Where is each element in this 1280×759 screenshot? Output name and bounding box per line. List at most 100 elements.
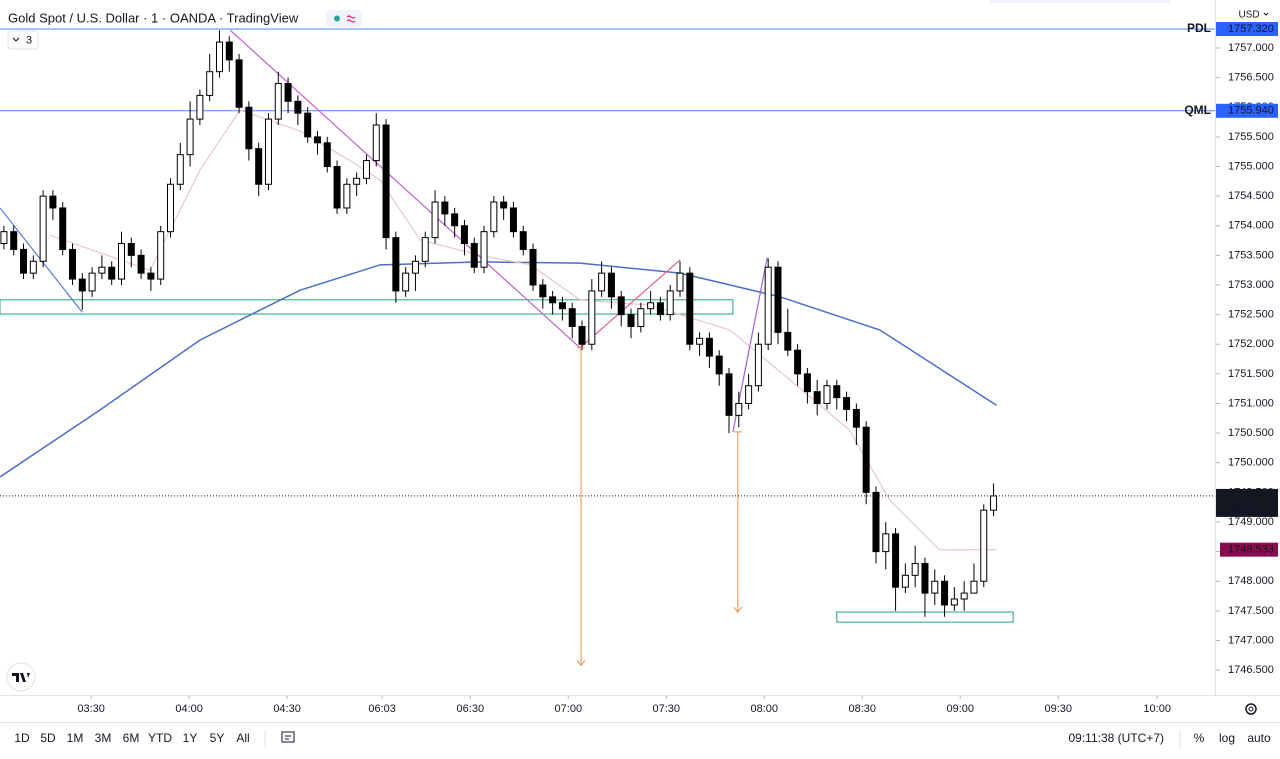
candle-body	[294, 100, 302, 114]
candle-body	[578, 325, 586, 345]
candle-body	[441, 201, 449, 215]
candle-body	[862, 426, 870, 493]
candle-body	[509, 207, 517, 233]
bar-countdown: 00:22	[1228, 503, 1256, 515]
x-tick-label: 10:00	[1143, 703, 1171, 715]
candle-body	[313, 136, 321, 144]
candle-body	[950, 598, 958, 606]
level-price-label: 1757.320	[1228, 23, 1274, 35]
candle-body	[255, 148, 263, 185]
candle-body	[598, 272, 606, 292]
y-tick-label: 1756.500	[1228, 72, 1274, 84]
candle-body	[696, 337, 704, 345]
scale-option[interactable]: %	[1194, 731, 1205, 745]
currency-chevron	[1263, 12, 1269, 16]
candle-body	[676, 272, 684, 292]
candle-body	[647, 302, 655, 310]
trendline	[579, 259, 681, 349]
range-button[interactable]: 1Y	[183, 731, 198, 745]
candle-body	[392, 237, 400, 292]
y-tick-label: 1755.000	[1228, 160, 1274, 172]
candle-body	[872, 491, 880, 553]
range-button[interactable]: 5D	[40, 731, 56, 745]
y-tick-label: 1750.000	[1228, 457, 1274, 469]
candle-body	[451, 213, 459, 227]
panel-edge	[990, 0, 1170, 3]
candle-body	[206, 71, 214, 96]
x-tick-label: 07:00	[555, 703, 583, 715]
candle-body	[921, 562, 929, 594]
candle-body	[372, 124, 380, 162]
x-tick-label: 04:00	[175, 703, 203, 715]
compare-icon[interactable]	[281, 731, 295, 743]
y-tick-label: 1751.000	[1228, 397, 1274, 409]
settings-icon[interactable]	[1245, 703, 1257, 715]
candle-body	[833, 385, 841, 399]
level-name: PDL	[1187, 21, 1211, 35]
candle-body	[666, 290, 674, 316]
candle-body	[784, 331, 792, 351]
candle-body	[970, 580, 978, 594]
candle-body	[529, 248, 537, 286]
candle-body	[823, 385, 831, 404]
y-tick-label: 1757.000	[1228, 42, 1274, 54]
arrow-head	[576, 347, 586, 667]
candle-body	[431, 201, 439, 239]
candle-body	[470, 243, 478, 268]
ma-price-box	[1220, 542, 1278, 557]
candle-body	[59, 207, 67, 250]
candle-body	[245, 106, 253, 150]
candle-body	[421, 237, 429, 262]
candle-body	[29, 260, 37, 274]
candle-body	[980, 509, 988, 582]
scale-option[interactable]: auto	[1247, 731, 1271, 745]
currency-label[interactable]: USD	[1238, 10, 1259, 21]
x-tick-label: 06:03	[368, 703, 396, 715]
symbol-title: Gold Spot / U.S. Dollar · 1 · OANDA · Tr…	[8, 10, 299, 25]
status-badge[interactable]	[326, 10, 362, 27]
range-button[interactable]: 1M	[67, 731, 84, 745]
candle-body	[460, 225, 468, 245]
scale-option[interactable]: log	[1219, 731, 1235, 745]
range-button[interactable]: All	[236, 731, 249, 745]
candle-body	[39, 195, 47, 262]
candle-body	[607, 272, 615, 298]
axes: 1746.5001747.0001747.5001748.0001748.500…	[77, 22, 1278, 715]
y-tick-label: 1751.500	[1228, 368, 1274, 380]
candle-body	[362, 160, 370, 179]
candle-body	[686, 272, 694, 345]
candle-body	[843, 397, 851, 410]
clock[interactable]: 09:11:38 (UTC+7)	[1069, 731, 1165, 745]
candle-body	[911, 562, 919, 576]
y-tick-label: 1749.000	[1228, 516, 1274, 528]
candle-body	[10, 231, 18, 250]
indicator-toggle[interactable]	[7, 30, 39, 50]
y-tick-label: 1750.500	[1228, 427, 1274, 439]
range-button[interactable]: 3M	[95, 731, 112, 745]
candle-body	[225, 41, 233, 61]
candle-body	[754, 343, 762, 387]
range-button[interactable]: 6M	[123, 731, 140, 745]
y-tick-label: 1747.000	[1228, 634, 1274, 646]
candle-body	[588, 290, 596, 345]
candle-body	[0, 231, 8, 245]
range-button[interactable]: YTD	[148, 731, 172, 745]
candle-body	[764, 266, 772, 345]
tradingview-logo	[6, 662, 36, 692]
y-tick-label: 1748.000	[1228, 575, 1274, 587]
range-button[interactable]: 5Y	[210, 731, 225, 745]
candle-body	[382, 124, 390, 239]
candle-body	[852, 408, 860, 428]
candle-body	[333, 165, 341, 209]
candle-body	[98, 266, 106, 274]
candle-body	[990, 495, 998, 511]
candle-body	[500, 201, 508, 209]
candle-body	[617, 296, 625, 316]
level-price-box	[1216, 103, 1278, 118]
candle-body	[480, 231, 488, 268]
range-button[interactable]: 1D	[14, 731, 30, 745]
candle-body	[118, 243, 125, 280]
candle-body	[549, 296, 557, 304]
